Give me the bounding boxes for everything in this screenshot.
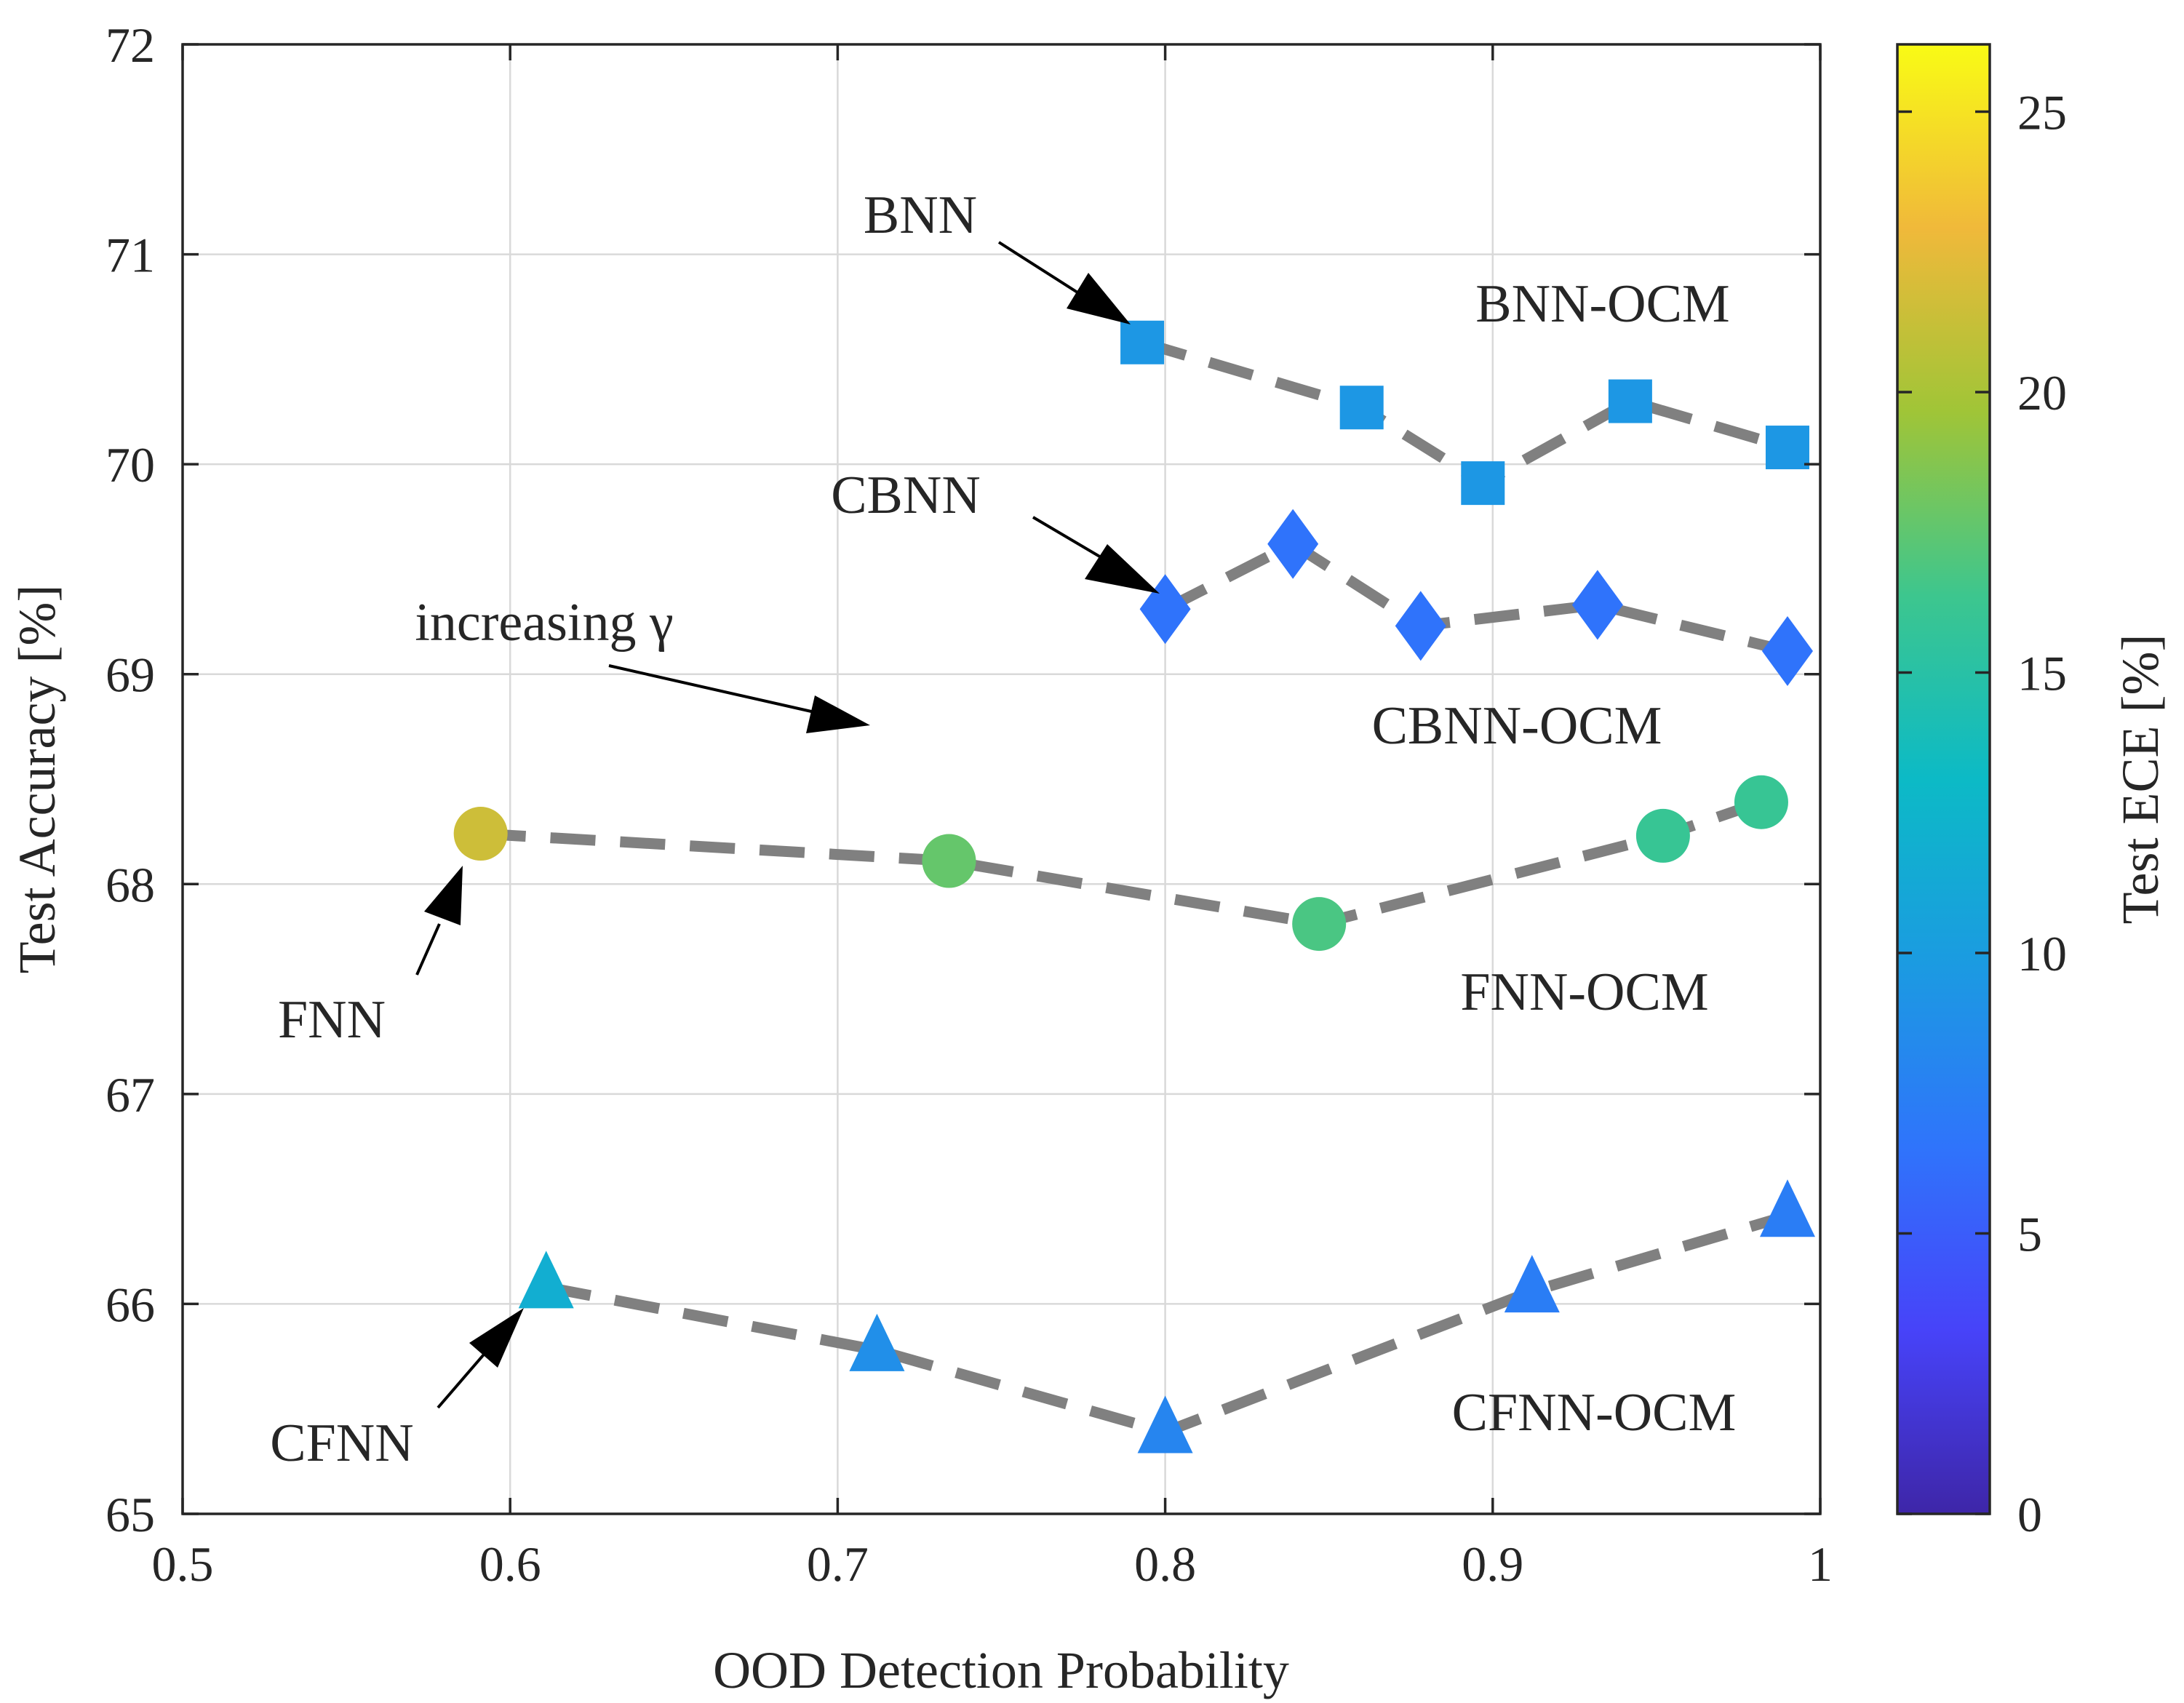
annotation-bnn: BNN [864,186,977,245]
marker-cbnn-ocm [1761,615,1813,686]
series-line-cbnn-ocm [1163,538,1789,657]
y-tick-label: 68 [105,857,155,912]
annotation-arrow-fnn [415,923,441,976]
gridlines [183,44,1820,1514]
series-lines [480,337,1790,1438]
series-line-fnn-ocm [480,797,1763,930]
series-label-bnn-ocm: BNN-OCM [1475,274,1729,334]
data-markers [453,320,1815,1453]
colorbar [1896,43,1991,1515]
series-label-fnn-ocm: FNN-OCM [1460,962,1708,1022]
annotation-cfnn: CFNN [270,1413,413,1473]
annotation-arrowhead-increasing-gamma [806,695,870,733]
marker-fnn-ocm [1734,775,1788,829]
x-axis-label: OOD Detection Probability [713,1641,1289,1699]
marker-cfnn-ocm [1759,1179,1815,1237]
colorbar-label: Test ECE [%] [2111,634,2169,925]
annotation-arrowhead-cfnn [469,1308,524,1368]
x-tick-label: 0.6 [479,1536,541,1592]
annotation-arrowhead-fnn [424,866,463,925]
colorbar-tick-label: 5 [2017,1207,2042,1262]
annotation-increasing-gamma: increasing γ [415,593,673,653]
marker-fnn-ocm [1635,808,1690,863]
marker-cbnn-ocm [1571,570,1623,640]
marker-fnn-ocm [922,834,976,888]
y-tick-label: 70 [105,437,155,492]
series-label-cfnn-ocm: CFNN-OCM [1452,1383,1737,1443]
marker-bnn-ocm [1339,386,1384,430]
colorbar-tick-label: 10 [2017,926,2067,981]
axis-ticks [181,43,1822,1515]
x-tick-label: 0.5 [152,1536,214,1592]
annotation-fnn: FNN [278,990,386,1050]
y-tick-labels: 65 66 67 68 69 70 71 72 [105,17,155,1542]
annotations: BNN CBNN FNN CFNN increasing γ [270,186,1160,1473]
y-tick-label: 72 [105,17,155,73]
marker-fnn-ocm [453,807,508,861]
colorbar-tick-label: 15 [2017,646,2067,701]
x-tick-label: 1 [1808,1536,1833,1592]
y-tick-label: 71 [105,228,155,283]
marker-cfnn-ocm [849,1313,905,1371]
x-tick-labels: 0.5 0.6 0.7 0.8 0.9 1 [152,1536,1833,1592]
x-tick-label: 0.9 [1462,1536,1523,1592]
annotation-arrowhead-cbnn [1085,544,1160,594]
y-tick-label: 69 [105,647,155,703]
marker-cfnn-ocm [1504,1255,1560,1313]
annotation-arrow-increasing-gamma [608,664,818,714]
annotation-arrow-cfnn [437,1348,490,1409]
y-tick-label: 66 [105,1277,155,1332]
colorbar-tick-label: 20 [2017,365,2067,420]
x-tick-label: 0.7 [807,1536,869,1592]
annotation-cbnn: CBNN [831,466,981,525]
colorbar-tick-label: 0 [2017,1487,2042,1542]
marker-bnn-ocm [1608,379,1652,423]
y-tick-label: 67 [105,1067,155,1122]
marker-bnn-ocm [1765,426,1809,470]
series-label-cbnn-ocm: CBNN-OCM [1372,696,1662,756]
series-labels: BNN-OCM CBNN-OCM FNN-OCM CFNN-OCM [1372,274,1737,1443]
marker-cbnn-ocm [1267,508,1319,579]
y-tick-label: 65 [105,1487,155,1542]
annotation-arrowhead-bnn [1067,273,1131,324]
colorbar-ticks: 0 5 10 15 20 25 [1897,85,2067,1542]
x-tick-label: 0.8 [1134,1536,1196,1592]
plot-frame [181,43,1822,1515]
marker-cfnn-ocm [518,1251,574,1309]
colorbar-tick-label: 25 [2017,85,2067,140]
marker-cbnn-ocm [1395,591,1446,661]
marker-cfnn-ocm [1137,1395,1193,1453]
y-axis-label: Test Accuracy [%] [8,585,66,974]
marker-bnn-ocm [1120,320,1165,364]
marker-bnn-ocm [1461,461,1505,506]
marker-fnn-ocm [1292,897,1347,952]
